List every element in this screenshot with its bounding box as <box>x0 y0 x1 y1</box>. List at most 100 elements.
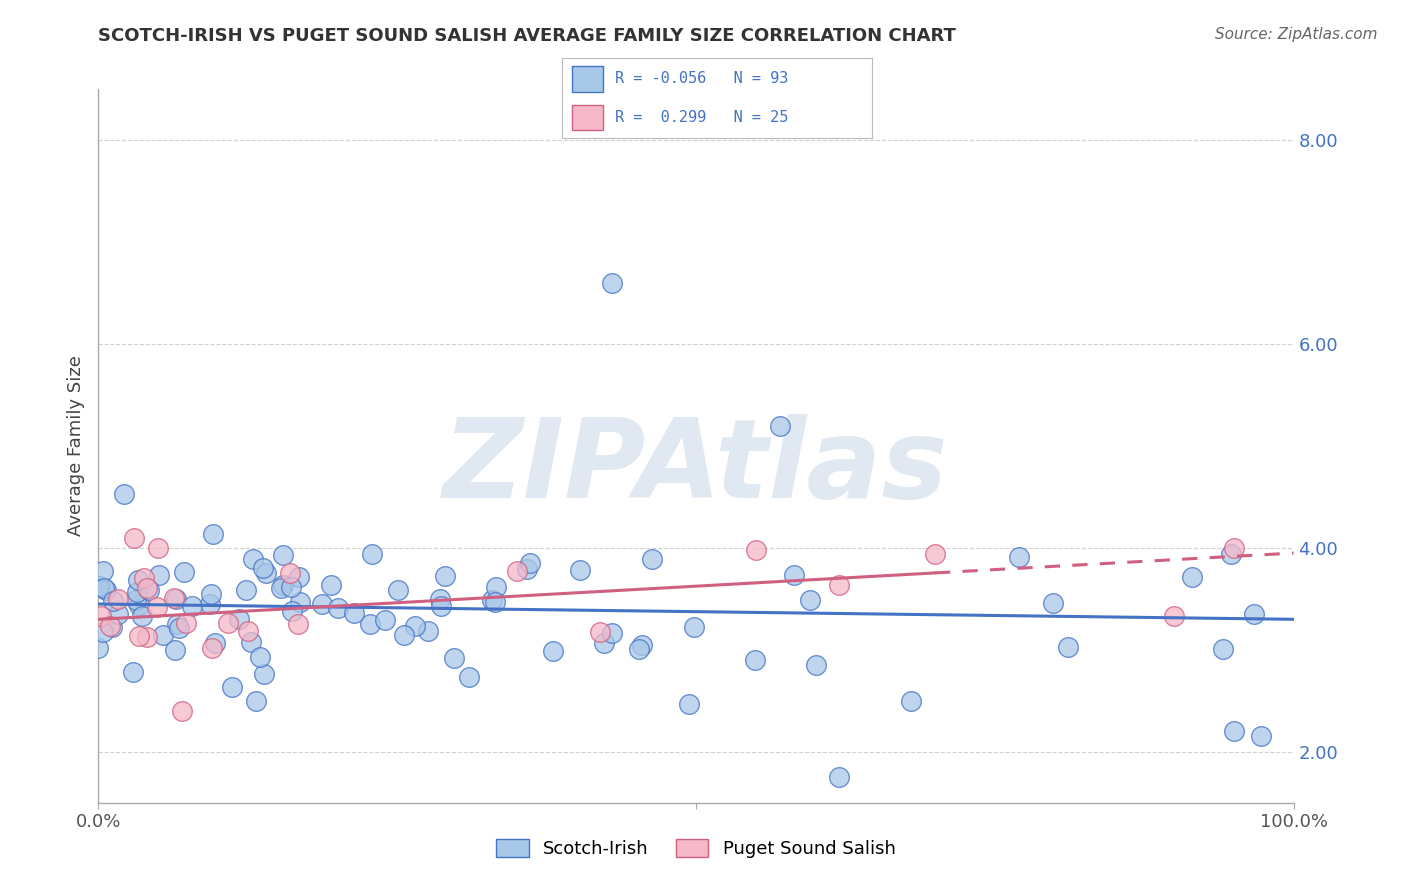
Point <box>236 624 259 638</box>
Point <box>429 592 451 607</box>
Point <box>458 670 481 684</box>
Point <box>256 566 278 581</box>
Point <box>146 600 169 615</box>
Point <box>484 595 506 609</box>
Point <box>148 541 170 555</box>
Point <box>1057 640 1080 655</box>
Point <box>200 598 222 612</box>
Point <box>640 552 662 566</box>
Point <box>125 584 148 599</box>
Point <box>1163 609 1185 624</box>
Point <box>683 620 706 634</box>
Point <box>569 563 592 577</box>
Point <box>589 625 612 640</box>
Point <box>416 624 439 638</box>
Point <box>924 547 946 561</box>
Bar <box>572 104 603 130</box>
Text: R =  0.299   N = 25: R = 0.299 N = 25 <box>614 110 789 125</box>
Point <box>828 770 851 784</box>
Point <box>630 638 652 652</box>
Point <box>101 593 124 607</box>
Point <box>242 551 264 566</box>
Point <box>249 650 271 665</box>
Point <box>392 628 415 642</box>
Point <box>136 630 159 644</box>
Point <box>127 573 149 587</box>
Point <box>163 591 186 606</box>
Point <box>328 601 350 615</box>
Point <box>287 570 309 584</box>
Text: Source: ZipAtlas.com: Source: ZipAtlas.com <box>1215 27 1378 42</box>
Point <box>91 564 114 578</box>
Point <box>201 526 224 541</box>
Point <box>769 418 792 433</box>
Point <box>678 697 700 711</box>
Point <box>90 608 112 623</box>
Point <box>360 547 382 561</box>
Point <box>506 564 529 578</box>
Y-axis label: Average Family Size: Average Family Size <box>66 356 84 536</box>
Point <box>93 625 115 640</box>
Point <box>519 557 541 571</box>
Point <box>122 665 145 680</box>
Point <box>173 565 195 579</box>
Point <box>174 615 197 630</box>
Point <box>252 561 274 575</box>
Point <box>745 543 768 558</box>
Point <box>200 587 222 601</box>
Point <box>828 578 851 592</box>
Point <box>1008 550 1031 565</box>
Point <box>278 566 301 580</box>
Text: R = -0.056   N = 93: R = -0.056 N = 93 <box>614 71 789 87</box>
Point <box>1180 569 1202 583</box>
Point <box>163 642 186 657</box>
Point <box>167 621 190 635</box>
Point <box>1219 547 1241 561</box>
Point <box>165 592 187 607</box>
Point <box>204 636 226 650</box>
Point <box>181 599 204 613</box>
Point <box>1250 729 1272 743</box>
Point <box>744 653 766 667</box>
Point <box>628 642 651 657</box>
Point <box>541 644 564 658</box>
Text: ZIPAtlas: ZIPAtlas <box>443 414 949 521</box>
Text: SCOTCH-IRISH VS PUGET SOUND SALISH AVERAGE FAMILY SIZE CORRELATION CHART: SCOTCH-IRISH VS PUGET SOUND SALISH AVERA… <box>98 27 956 45</box>
Point <box>430 599 453 614</box>
Point <box>311 597 333 611</box>
Point <box>1223 724 1246 739</box>
Point <box>481 593 503 607</box>
Point <box>799 593 821 607</box>
Point <box>87 640 110 655</box>
Point <box>374 613 396 627</box>
Point <box>217 616 239 631</box>
Point <box>288 595 311 609</box>
Point <box>132 571 155 585</box>
Point <box>166 617 188 632</box>
Point <box>271 578 294 592</box>
Point <box>1243 607 1265 621</box>
Point <box>138 582 160 597</box>
Point <box>221 680 243 694</box>
Point <box>1223 541 1246 556</box>
Point <box>485 580 508 594</box>
Point <box>107 607 129 622</box>
Point <box>101 620 124 634</box>
Point <box>98 619 121 633</box>
Point <box>124 531 146 545</box>
Point <box>93 581 115 595</box>
Point <box>228 612 250 626</box>
Point <box>252 667 274 681</box>
Point <box>404 619 426 633</box>
Point <box>270 582 292 596</box>
Legend: Scotch-Irish, Puget Sound Salish: Scotch-Irish, Puget Sound Salish <box>489 831 903 865</box>
Point <box>280 580 302 594</box>
Point <box>273 548 295 562</box>
Point <box>201 641 224 656</box>
Bar <box>572 66 603 92</box>
Point <box>152 628 174 642</box>
Point <box>245 694 267 708</box>
Point <box>112 487 135 501</box>
Point <box>321 577 343 591</box>
Point <box>148 568 170 582</box>
